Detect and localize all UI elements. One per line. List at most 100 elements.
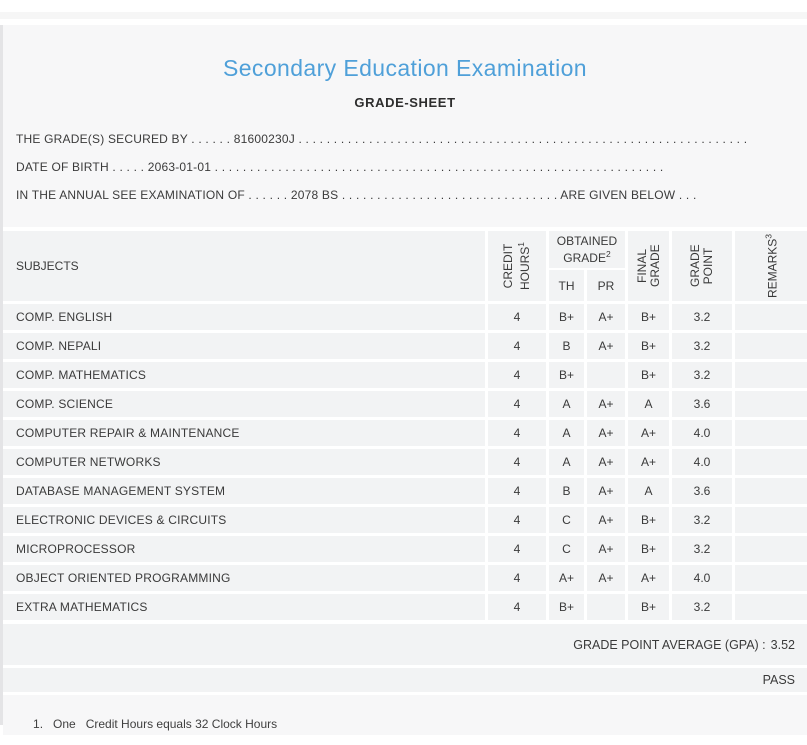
- credit-hours-cell: 4: [488, 449, 546, 475]
- remarks-cell: [735, 594, 807, 620]
- info-line-grades-secured-by: THE GRADE(S) SECURED BY . . . . . . 8160…: [16, 125, 807, 153]
- obtained-grade-label: OBTAINED GRADE: [556, 233, 618, 265]
- grade-point-cell: 3.6: [672, 478, 732, 504]
- final-grade-cell: B+: [628, 304, 669, 330]
- pr-grade-cell: A+: [587, 420, 625, 446]
- remarks-cell: [735, 478, 807, 504]
- subject-cell: COMP. SCIENCE: [3, 391, 485, 417]
- credit-hours-label: CREDIT HOURS: [501, 243, 532, 291]
- subject-cell: COMPUTER NETWORKS: [3, 449, 485, 475]
- subject-cell: EXTRA MATHEMATICS: [3, 594, 485, 620]
- remarks-cell: [735, 420, 807, 446]
- info-line-date-of-birth: DATE OF BIRTH . . . . . 2063-01-01 . . .…: [16, 153, 807, 181]
- leader-dots: . . . . . .: [187, 132, 234, 146]
- pr-grade-cell: A+: [587, 565, 625, 591]
- grades-secured-by-label: THE GRADE(S) SECURED BY: [16, 132, 188, 146]
- gpa-summary-row: GRADE POINT AVERAGE (GPA) : 3.52: [3, 624, 807, 665]
- trailer-dots: . . . . . . . . . . . . . . . . . . . . …: [211, 160, 664, 174]
- trailer-dots: . . . . . . . . . . . . . . . . . . . . …: [294, 132, 748, 146]
- grade-point-cell: 3.2: [672, 333, 732, 359]
- grade-point-cell: 4.0: [672, 420, 732, 446]
- table-body: COMP. ENGLISH 4 B+ A+ B+ 3.2 COMP. NEPAL…: [3, 304, 807, 620]
- final-grade-cell: B+: [628, 507, 669, 533]
- credit-hours-footnote-ref: 1: [516, 241, 526, 247]
- date-of-birth-label: DATE OF BIRTH: [16, 160, 109, 174]
- credit-hours-cell: 4: [488, 362, 546, 388]
- th-grade-cell: A+: [549, 565, 584, 591]
- header-subjects: SUBJECTS: [3, 231, 485, 301]
- credit-hours-cell: 4: [488, 391, 546, 417]
- grade-point-cell: 3.2: [672, 304, 732, 330]
- page-top-strip: [0, 12, 807, 19]
- final-grade-cell: B+: [628, 594, 669, 620]
- grade-point-cell: 3.2: [672, 362, 732, 388]
- pr-grade-cell: A+: [587, 304, 625, 330]
- pr-grade-cell: A+: [587, 333, 625, 359]
- remarks-cell: [735, 565, 807, 591]
- final-grade-cell: A+: [628, 420, 669, 446]
- header-remarks: REMARKS3: [735, 231, 807, 301]
- remarks-cell: [735, 391, 807, 417]
- final-grade-cell: B+: [628, 333, 669, 359]
- credit-hours-cell: 4: [488, 478, 546, 504]
- th-grade-cell: C: [549, 536, 584, 562]
- grade-point-cell: 3.6: [672, 391, 732, 417]
- final-grade-cell: A+: [628, 565, 669, 591]
- pr-grade-cell: [587, 594, 625, 620]
- remarks-cell: [735, 362, 807, 388]
- header-obtained-grade: OBTAINED GRADE2: [549, 231, 625, 268]
- grade-point-cell: 4.0: [672, 449, 732, 475]
- final-grade-cell: B+: [628, 536, 669, 562]
- remarks-cell: [735, 536, 807, 562]
- page-title: Secondary Education Examination: [222, 55, 587, 81]
- th-grade-cell: B+: [549, 362, 584, 388]
- table-row: MICROPROCESSOR 4 C A+ B+ 3.2: [3, 536, 807, 562]
- subject-cell: COMP. MATHEMATICS: [3, 362, 485, 388]
- are-given-below-label: ARE GIVEN BELOW . . .: [560, 188, 697, 202]
- credit-hours-cell: 4: [488, 594, 546, 620]
- footnotes-section: 1. One Credit Hours equals 32 Clock Hour…: [3, 695, 807, 735]
- table-row: EXTRA MATHEMATICS 4 B+ B+ 3.2: [3, 594, 807, 620]
- grade-table: SUBJECTS CREDIT HOURS1 OBTAINED GRADE2 T…: [3, 227, 807, 735]
- final-grade-cell: A+: [628, 449, 669, 475]
- th-grade-cell: B: [549, 478, 584, 504]
- symbol-number-value: 81600230J: [233, 132, 295, 146]
- remarks-cell: [735, 449, 807, 475]
- date-of-birth-value: 2063-01-01: [147, 160, 212, 174]
- subject-cell: COMP. ENGLISH: [3, 304, 485, 330]
- pr-grade-cell: A+: [587, 507, 625, 533]
- table-row: COMP. MATHEMATICS 4 B+ B+ 3.2: [3, 362, 807, 388]
- remarks-footnote-ref: 3: [763, 233, 774, 239]
- th-grade-cell: A: [549, 449, 584, 475]
- credit-hours-cell: 4: [488, 565, 546, 591]
- header-pr: PR: [587, 270, 625, 301]
- subject-cell: ELECTRONIC DEVICES & CIRCUITS: [3, 507, 485, 533]
- obtained-grade-footnote-ref: 2: [605, 248, 611, 259]
- credit-hours-cell: 4: [488, 420, 546, 446]
- examination-of-label: IN THE ANNUAL SEE EXAMINATION OF: [16, 188, 245, 202]
- table-row: ELECTRONIC DEVICES & CIRCUITS 4 C A+ B+ …: [3, 507, 807, 533]
- subject-cell: COMP. NEPALI: [3, 333, 485, 359]
- grade-point-cell: 4.0: [672, 565, 732, 591]
- examination-year-value: 2078 BS: [290, 188, 339, 202]
- gpa-value: 3.52: [770, 637, 795, 652]
- leader-dots: . . . . .: [108, 160, 148, 174]
- pr-grade-cell: A+: [587, 391, 625, 417]
- table-row: OBJECT ORIENTED PROGRAMMING 4 A+ A+ A+ 4…: [3, 565, 807, 591]
- table-row: COMP. ENGLISH 4 B+ A+ B+ 3.2: [3, 304, 807, 330]
- header-grade-point: GRADE POINT: [672, 231, 732, 301]
- table-row: DATABASE MANAGEMENT SYSTEM 4 B A+ A 3.6: [3, 478, 807, 504]
- gpa-label: GRADE POINT AVERAGE (GPA) :: [573, 637, 766, 652]
- th-grade-cell: A: [549, 391, 584, 417]
- credit-hours-cell: 4: [488, 333, 546, 359]
- footnote-credit-hours: 1. One Credit Hours equals 32 Clock Hour…: [33, 717, 278, 731]
- subject-cell: MICROPROCESSOR: [3, 536, 485, 562]
- final-grade-cell: A: [628, 391, 669, 417]
- th-grade-cell: C: [549, 507, 584, 533]
- table-row: COMPUTER NETWORKS 4 A A+ A+ 4.0: [3, 449, 807, 475]
- grade-point-cell: 3.2: [672, 507, 732, 533]
- pr-grade-cell: A+: [587, 449, 625, 475]
- header-final-grade: FINAL GRADE: [628, 231, 669, 301]
- grade-sheet-subtitle: GRADE-SHEET: [354, 95, 456, 110]
- leader-dots: . . . . . .: [244, 188, 291, 202]
